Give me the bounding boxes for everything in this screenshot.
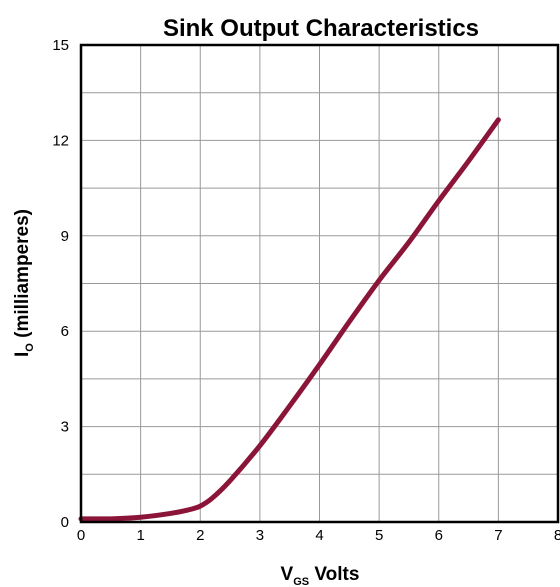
y-axis-label-subscript: O (24, 343, 36, 352)
x-axis-label-suffix: Volts (309, 564, 359, 585)
y-axis-label: IO (milliamperes) (12, 209, 36, 357)
plot-area (78, 117, 501, 522)
plot-frame (79, 43, 560, 524)
x-tick-label: 5 (375, 527, 383, 544)
chart-title: Sink Output Characteristics (163, 15, 479, 42)
x-tick-labels: 0 1 2 3 4 5 6 7 8 (77, 527, 560, 544)
x-tick-label: 2 (196, 527, 204, 544)
y-tick-labels: 0 3 6 9 12 15 (52, 37, 69, 531)
y-tick-label: 6 (61, 323, 69, 340)
x-tick-label: 7 (494, 527, 502, 544)
y-axis-label-main: I (12, 352, 33, 357)
x-axis-label: VGS Volts (281, 564, 360, 587)
x-tick-label: 6 (435, 527, 443, 544)
y-tick-label: 9 (61, 228, 69, 245)
y-tick-label: 3 (61, 419, 69, 436)
y-tick-label: 0 (61, 514, 69, 531)
x-tick-label: 1 (136, 527, 144, 544)
y-tick-label: 15 (52, 37, 69, 54)
x-tick-label: 4 (315, 527, 323, 544)
x-tick-label: 8 (554, 527, 560, 544)
series-line (78, 117, 501, 522)
x-tick-label: 3 (256, 527, 264, 544)
x-axis-label-main: V (281, 564, 294, 585)
y-tick-label: 12 (52, 132, 69, 149)
grid-lines (80, 44, 559, 523)
y-axis-label-suffix: (milliamperes) (12, 209, 33, 343)
x-axis-label-subscript: GS (293, 576, 309, 587)
x-tick-label: 0 (77, 527, 85, 544)
